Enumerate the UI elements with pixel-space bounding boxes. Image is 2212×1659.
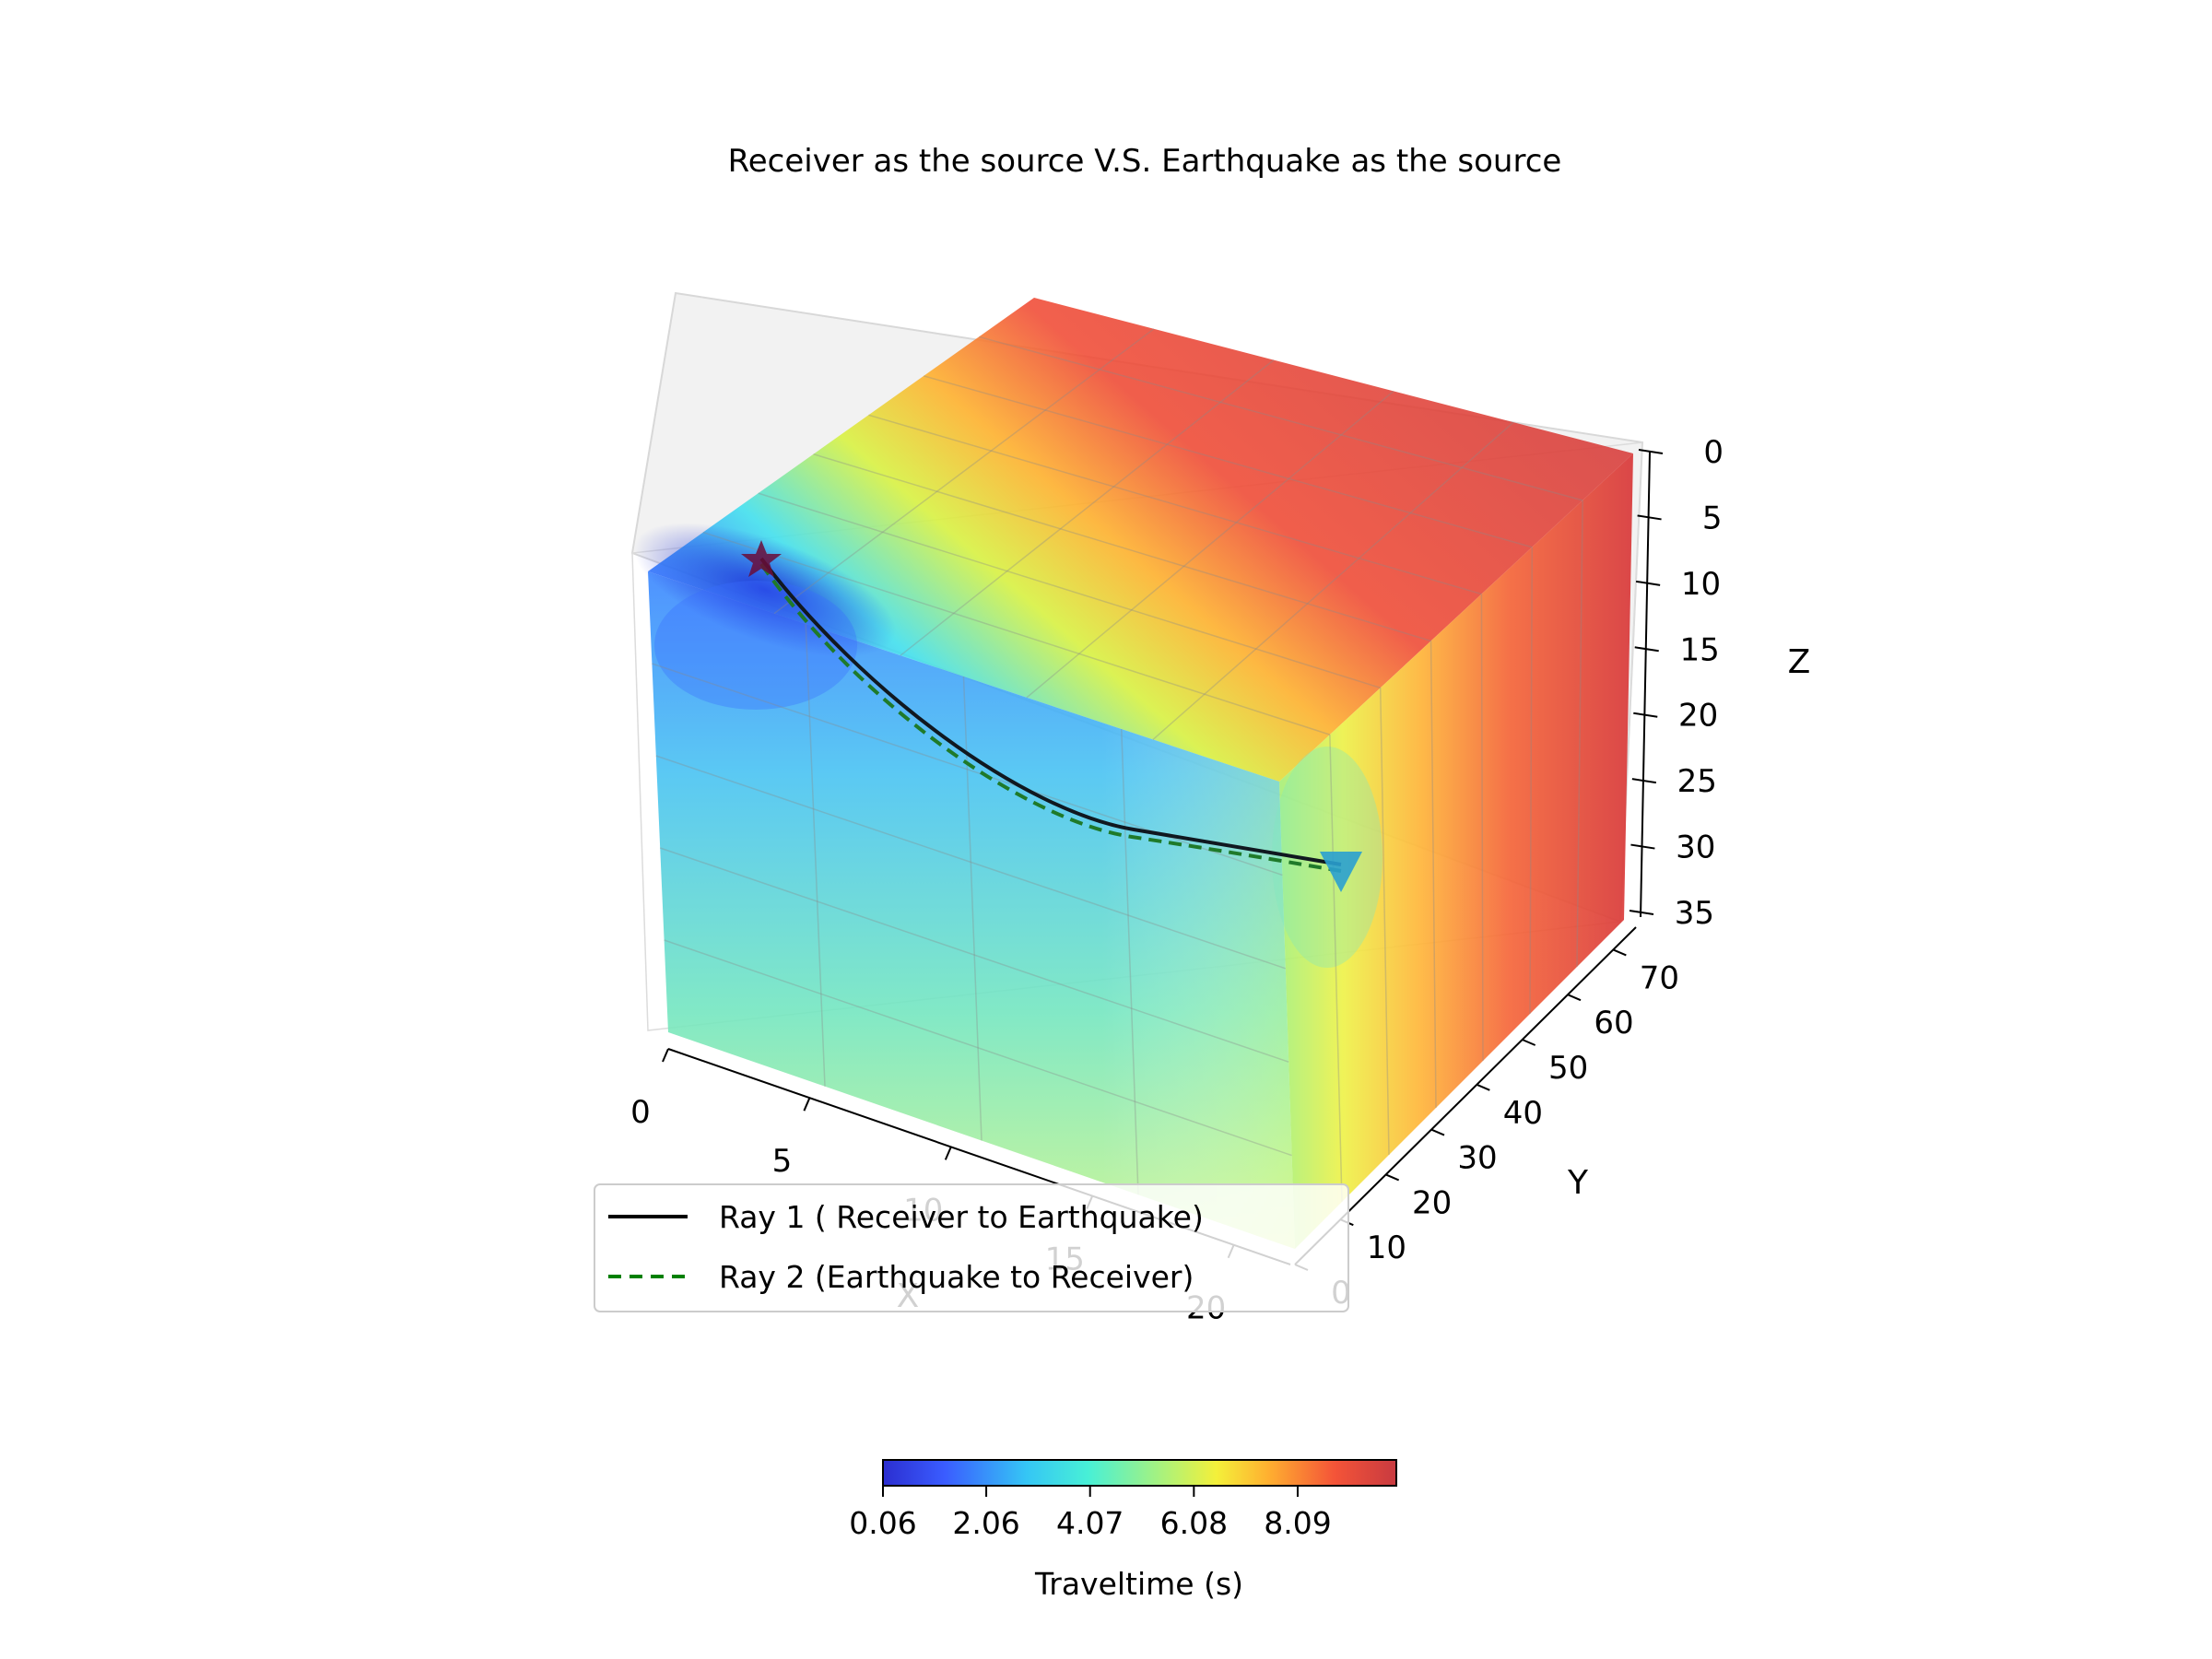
colorbar-gradient xyxy=(882,1459,1397,1487)
volume-block xyxy=(633,298,1633,1249)
x-tick xyxy=(803,1097,811,1112)
right-face xyxy=(1279,453,1633,1249)
x-tick xyxy=(662,1048,669,1063)
legend-ray-2-label: Ray 2 (Earthquake to Receiver) xyxy=(719,1259,1194,1295)
grid-line xyxy=(1026,390,1394,699)
grid-line xyxy=(1430,641,1437,1109)
y-tick xyxy=(1612,948,1627,957)
y-tick xyxy=(1385,1173,1400,1182)
z-tick xyxy=(1629,910,1654,915)
ray-1-line xyxy=(759,557,1342,866)
y-tick-label: 70 xyxy=(1640,959,1679,996)
z-tick xyxy=(1638,449,1664,454)
grid-line xyxy=(978,335,1583,501)
y-tick xyxy=(1430,1128,1445,1136)
z-tick-label: 35 xyxy=(1675,895,1714,932)
ray-paths xyxy=(759,557,1342,873)
earthquake-star-marker xyxy=(741,540,782,577)
grid-line xyxy=(1379,688,1390,1156)
grid-line xyxy=(702,531,1331,735)
z-tick-label: 25 xyxy=(1677,763,1717,800)
grid-line xyxy=(758,492,1381,689)
grid-line xyxy=(664,939,1292,1157)
z-tick-label: 0 xyxy=(1703,434,1724,471)
z-tick xyxy=(1634,646,1659,653)
y-tick xyxy=(1522,1039,1536,1046)
z-tick-label: 5 xyxy=(1702,500,1723,536)
z-tick-label: 30 xyxy=(1676,830,1715,866)
grid-line xyxy=(659,847,1289,1063)
z-axis-ticks: 0 5 10 15 20 25 30 35 xyxy=(1629,434,1724,932)
z-tick xyxy=(1635,580,1661,586)
colorbar: 0.06 2.06 4.07 6.08 8.09 Traveltime (s) xyxy=(849,1459,1397,1602)
colorbar-ticks: 0.06 2.06 4.07 6.08 8.09 xyxy=(849,1486,1332,1541)
chart-title: Receiver as the source V.S. Earthquake a… xyxy=(728,143,1562,180)
x-tick-label: 5 xyxy=(772,1143,793,1180)
colorbar-tick-label: 2.06 xyxy=(952,1505,1019,1541)
z-tick-label: 20 xyxy=(1678,698,1718,735)
grid-line xyxy=(924,375,1533,548)
receiver-triangle-marker xyxy=(1320,852,1362,892)
top-face xyxy=(648,298,1633,782)
grid-line xyxy=(805,623,826,1087)
y-tick-label: 60 xyxy=(1594,1005,1633,1041)
grid-line xyxy=(773,328,1155,615)
z-tick xyxy=(1637,514,1662,521)
y-tick xyxy=(1567,994,1582,1002)
low-traveltime-region xyxy=(633,523,897,657)
ray-2-line xyxy=(759,562,1342,873)
z-tick xyxy=(1633,712,1658,718)
x-tick-label: 0 xyxy=(630,1094,651,1131)
y-tick-label: 20 xyxy=(1412,1184,1452,1221)
grid-line xyxy=(1576,500,1583,968)
y-tick-label: 10 xyxy=(1367,1230,1406,1266)
z-axis-label: Z xyxy=(1788,643,1811,681)
y-tick xyxy=(1476,1083,1490,1091)
axes-grid xyxy=(652,328,1583,1203)
front-face-tint xyxy=(648,571,1295,1249)
grid-line xyxy=(1529,547,1534,1015)
x-tick xyxy=(944,1146,952,1160)
z-tick-label: 10 xyxy=(1681,566,1721,603)
colorbar-label: Traveltime (s) xyxy=(1034,1566,1243,1602)
grid-line xyxy=(1152,421,1514,740)
legend: Ray 1 ( Receiver to Earthquake) Ray 2 (E… xyxy=(594,1183,1349,1312)
y-axis-label: Y xyxy=(1567,1164,1589,1202)
legend-ray-1-label: Ray 1 ( Receiver to Earthquake) xyxy=(719,1199,1204,1235)
grid-line xyxy=(1121,728,1139,1195)
grid-line xyxy=(652,663,1283,877)
grid-line xyxy=(900,359,1275,656)
colorbar-tick-label: 0.06 xyxy=(849,1505,916,1541)
legend-box xyxy=(594,1183,1349,1312)
colorbar-tick-label: 4.07 xyxy=(1056,1505,1124,1541)
z-tick xyxy=(1631,778,1657,784)
y-tick-label: 30 xyxy=(1457,1140,1497,1177)
y-tick-label: 50 xyxy=(1548,1050,1588,1087)
grid-line xyxy=(868,414,1482,595)
grid-line xyxy=(655,755,1287,970)
grid-line xyxy=(813,453,1431,642)
grid-line xyxy=(1480,594,1484,1062)
y-tick-label: 40 xyxy=(1503,1095,1543,1132)
colorbar-tick-label: 6.08 xyxy=(1160,1505,1228,1541)
z-tick-label: 15 xyxy=(1679,631,1719,668)
z-tick xyxy=(1630,843,1655,850)
grid-line xyxy=(1329,735,1343,1203)
colorbar-tick-label: 8.09 xyxy=(1264,1505,1331,1541)
y-axis-ticks: 010203040506070 xyxy=(1294,948,1679,1312)
